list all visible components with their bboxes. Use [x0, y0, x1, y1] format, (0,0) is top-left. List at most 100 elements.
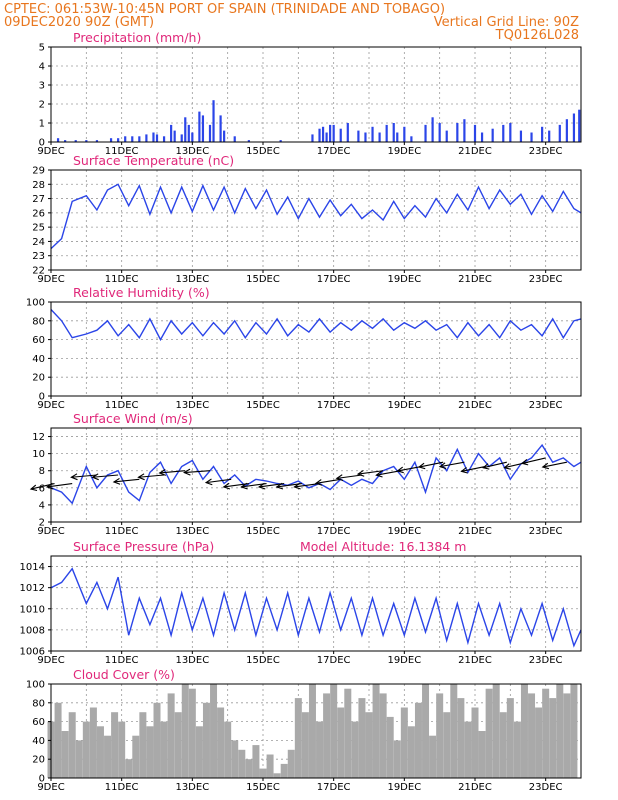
precipitation-bar [109, 138, 113, 142]
precipitation-bar [212, 100, 215, 142]
cloud-bar [386, 716, 394, 778]
wind-arrow-shaft [159, 470, 186, 474]
wind-arrow-head [503, 463, 511, 470]
precipitation-bar [410, 136, 413, 142]
precipitation-bar [233, 136, 236, 142]
wind-xtick-label: 17DEC [317, 526, 351, 537]
precipitation-bar [208, 124, 212, 142]
cloud-bar [132, 735, 140, 778]
wind-arrow-shaft [397, 465, 423, 472]
wind-arrow-head [438, 462, 447, 469]
wind-arrow [204, 478, 232, 486]
cloud-bar [61, 731, 69, 778]
precipitation-bar [371, 126, 374, 142]
cloud-bar [429, 735, 437, 778]
temperature-ytick-label: 28 [32, 180, 45, 191]
humidity-xtick-label: 15DEC [246, 400, 280, 411]
wind-ytick-label: 2 [39, 518, 45, 529]
cloud-bar [358, 698, 366, 778]
precipitation-bar [191, 132, 194, 142]
temperature-xtick-label: 19DEC [387, 274, 421, 285]
wind-arrow [158, 469, 186, 476]
wind-arrow [417, 461, 444, 470]
cloud-bar [167, 693, 175, 778]
precipitation-xtick-label: 9DEC [37, 146, 64, 157]
wind-arrow-shaft [315, 478, 341, 484]
cloud-bar [125, 759, 133, 778]
wind-arrow-head [91, 473, 99, 481]
cloud-bar [273, 773, 281, 778]
cloud-bar [450, 684, 458, 778]
humidity-xtick-label: 13DEC [175, 400, 209, 411]
precipitation-bar [431, 117, 434, 142]
wind-arrow-shaft [357, 470, 384, 475]
precipitation-ytick-label: 5 [39, 43, 45, 54]
cloud-bar [464, 721, 472, 778]
cloud-bar [337, 707, 345, 778]
precipitation-panel: 0 1 2 3 4 5 9DEC 11DEC 13DEC 15DEC 17DEC 19DEC 21DEC… [37, 30, 582, 157]
precipitation-xtick-label: 17DEC [317, 146, 351, 157]
precipitation-bar [74, 140, 77, 142]
wind-arrow-head [417, 462, 426, 470]
precipitation-bar [502, 124, 505, 142]
humidity-xtick-label: 19DEC [387, 400, 421, 411]
precipitation-bar [247, 140, 250, 142]
humidity-series-line [50, 309, 582, 342]
pressure-xtick-label: 15DEC [246, 655, 280, 666]
precipitation-bar [325, 132, 328, 142]
wind-arrow [520, 457, 546, 466]
wind-xtick-label: 13DEC [175, 526, 209, 537]
humidity-title: Relative Humidity (%) [73, 285, 210, 300]
precipitation-ytick-label: 0 [39, 138, 45, 149]
precipitation-bar [223, 130, 226, 142]
wind-frame [50, 427, 582, 523]
precipitation-bar [463, 119, 466, 142]
precipitation-bar [473, 124, 477, 142]
wind-arrow [112, 477, 140, 485]
precipitation-bar [329, 124, 332, 142]
cloud-bar [513, 721, 521, 778]
precipitation-bar [145, 134, 148, 142]
cloud-bar [556, 684, 564, 778]
precipitation-bar [124, 136, 127, 142]
precipitation-xtick-label: 23DEC [529, 146, 563, 157]
cloud-bar [280, 763, 288, 778]
precipitation-bar [201, 115, 205, 142]
temperature-ytick-label: 27 [32, 194, 45, 205]
wind-arrow-head [222, 482, 231, 490]
cloud-bar [400, 707, 408, 778]
temperature-ytick-label: 22 [32, 266, 45, 277]
humidity-xtick-label: 17DEC [317, 400, 351, 411]
cloud-bar [570, 684, 578, 778]
precipitation-xtick-label: 13DEC [175, 146, 209, 157]
cloud-bar [506, 698, 514, 778]
precipitation-ytick-label: 3 [39, 81, 45, 92]
cloud-bar [104, 735, 112, 778]
wind-arrow-head [314, 479, 323, 486]
wind-arrow-shaft [113, 478, 140, 483]
wind-arrow-shaft [418, 461, 444, 468]
wind-arrow-shaft [138, 474, 165, 478]
wind-arrow-head [158, 469, 167, 476]
precipitation-bar [56, 138, 60, 142]
wind-arrow-head [275, 482, 284, 490]
wind-arrow-shaft [206, 478, 232, 484]
precipitation-bar [198, 111, 201, 142]
cloud-ytick-label: 60 [32, 717, 45, 728]
cloud-bar [54, 702, 62, 778]
cloud-bar [485, 688, 493, 778]
wind-ytick-label: 4 [39, 500, 45, 511]
cloud-bar [210, 684, 218, 778]
humidity-xtick-label: 21DEC [458, 400, 492, 411]
header-location: CPTEC: 061:53W-10:45N PORT OF SPAIN (TRI… [4, 2, 445, 17]
temperature-frame [50, 169, 582, 271]
precipitation-bar [378, 132, 381, 142]
pressure-xtick-label: 19DEC [387, 655, 421, 666]
pressure-series-line [50, 567, 582, 648]
wind-arrow [91, 473, 119, 481]
precipitation-bar [558, 124, 561, 142]
cloud-xtick-label: 21DEC [458, 782, 492, 793]
cloud-bar [520, 684, 528, 778]
cloud-bar [563, 693, 571, 778]
precipitation-bar [180, 134, 183, 142]
